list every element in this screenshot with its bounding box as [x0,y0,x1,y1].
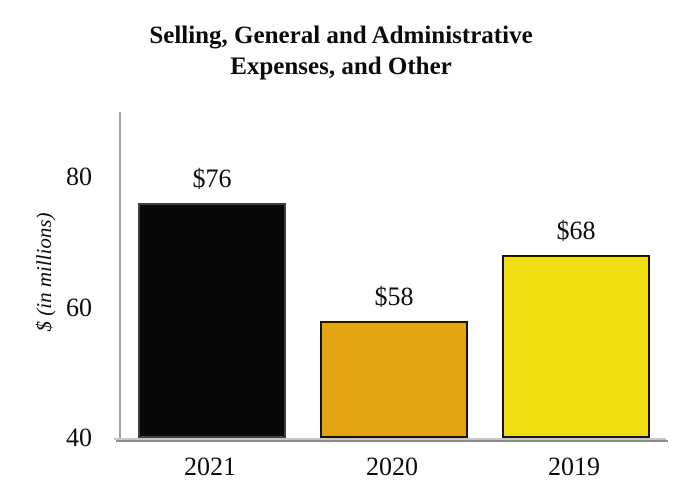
plot-area: $76 $58 $68 [119,112,667,438]
chart-title: Selling, General and Administrative Expe… [149,22,533,80]
x-tick-label-2021: 2021 [184,452,236,481]
y-tick-label-60: 60 [66,293,92,322]
y-tick-label-80: 80 [66,162,92,191]
bar-value-label-2019: $68 [556,216,596,245]
bar-value-label-2021: $76 [192,164,232,193]
x-tick-label-2019: 2019 [548,452,600,481]
x-axis-line-shadow [116,440,668,442]
bar-value-label-2020: $58 [374,282,414,311]
bar-2020 [320,321,468,438]
y-axis-label: $ (in millions) [32,212,56,332]
y-tick-label-40: 40 [66,423,92,452]
bar-2021 [138,203,286,438]
x-axis-line [114,438,666,440]
x-axis-labels: 2021 2020 2019 [119,452,665,484]
x-tick-label-2020: 2020 [366,452,418,481]
bar-2019 [502,255,650,438]
